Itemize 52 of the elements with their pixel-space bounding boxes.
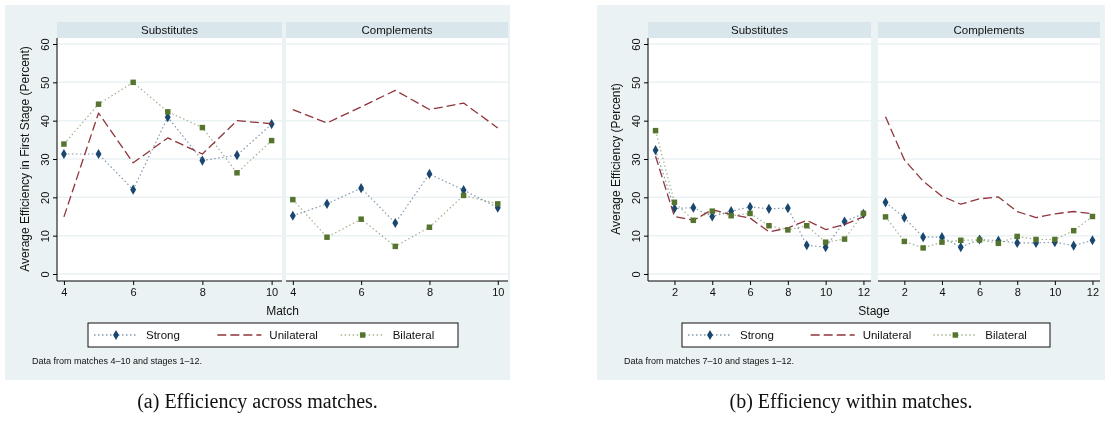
x-tick-label: 4 (61, 285, 68, 298)
x-tick-label: 4 (290, 285, 297, 298)
text: Data from matches 7–10 and stages 1–12. (624, 356, 795, 366)
y-tick-label: 50 (630, 76, 642, 89)
y-tick-label: 40 (630, 115, 642, 128)
chart-title: Complements (953, 24, 1025, 36)
x-tick-label: 6 (358, 285, 365, 298)
y-tick-label: 60 (630, 38, 642, 51)
x-tick-label: 8 (426, 285, 434, 298)
y-tick-label: 20 (39, 191, 51, 204)
x-tick-label: 4 (939, 285, 946, 298)
chart-title: Substitutes (731, 24, 789, 36)
x-tick-label: 2 (671, 285, 679, 298)
x-axis-title: Stage (858, 304, 891, 318)
x-tick-label: 10 (820, 285, 833, 298)
legend-label: Strong (146, 329, 180, 341)
text: (a) Efficiency across matches. (137, 390, 378, 413)
y-tick-label: 0 (630, 271, 642, 278)
x-axis-title: Match (266, 304, 299, 318)
chart-title: Complements (361, 24, 433, 36)
y-tick-label: 50 (39, 76, 51, 89)
y-tick-label: 0 (39, 271, 51, 278)
text: Data from matches 4–10 and stages 1–12. (32, 356, 203, 366)
x-tick-label: 4 (709, 285, 716, 298)
text: (b) Efficiency within matches. (729, 390, 973, 413)
legend-label: Bilateral (392, 329, 435, 341)
y-tick-label: 20 (630, 191, 642, 204)
chart-title: Substitutes (141, 24, 199, 36)
x-tick-label: 10 (1049, 285, 1062, 298)
x-tick-label: 6 (977, 285, 984, 298)
legend-label: Strong (740, 329, 774, 341)
y-axis-title: Average Efficiency (Percent) (609, 83, 623, 235)
x-tick-label: 12 (857, 285, 871, 298)
x-tick-label: 8 (1014, 285, 1021, 298)
x-tick-label: 10 (492, 285, 505, 298)
legend-label: Unilateral (862, 329, 912, 341)
y-axis-title: Average Efficiency in First Stage (Percent) (18, 46, 32, 272)
y-tick-label: 30 (630, 153, 642, 166)
x-tick-label: 6 (130, 285, 137, 298)
y-tick-label: 40 (39, 115, 51, 128)
legend-label: Unilateral (269, 329, 318, 341)
x-tick-label: 10 (265, 285, 279, 298)
x-tick-label: 12 (1086, 285, 1100, 298)
legend-label: Bilateral (985, 329, 1027, 341)
x-tick-label: 2 (901, 285, 908, 298)
y-tick-label: 10 (39, 230, 51, 243)
y-tick-label: 60 (39, 38, 51, 51)
y-tick-label: 30 (39, 153, 51, 166)
x-tick-label: 8 (199, 285, 206, 298)
x-tick-label: 6 (747, 285, 754, 298)
y-tick-label: 10 (630, 230, 642, 243)
x-tick-label: 8 (785, 285, 792, 298)
